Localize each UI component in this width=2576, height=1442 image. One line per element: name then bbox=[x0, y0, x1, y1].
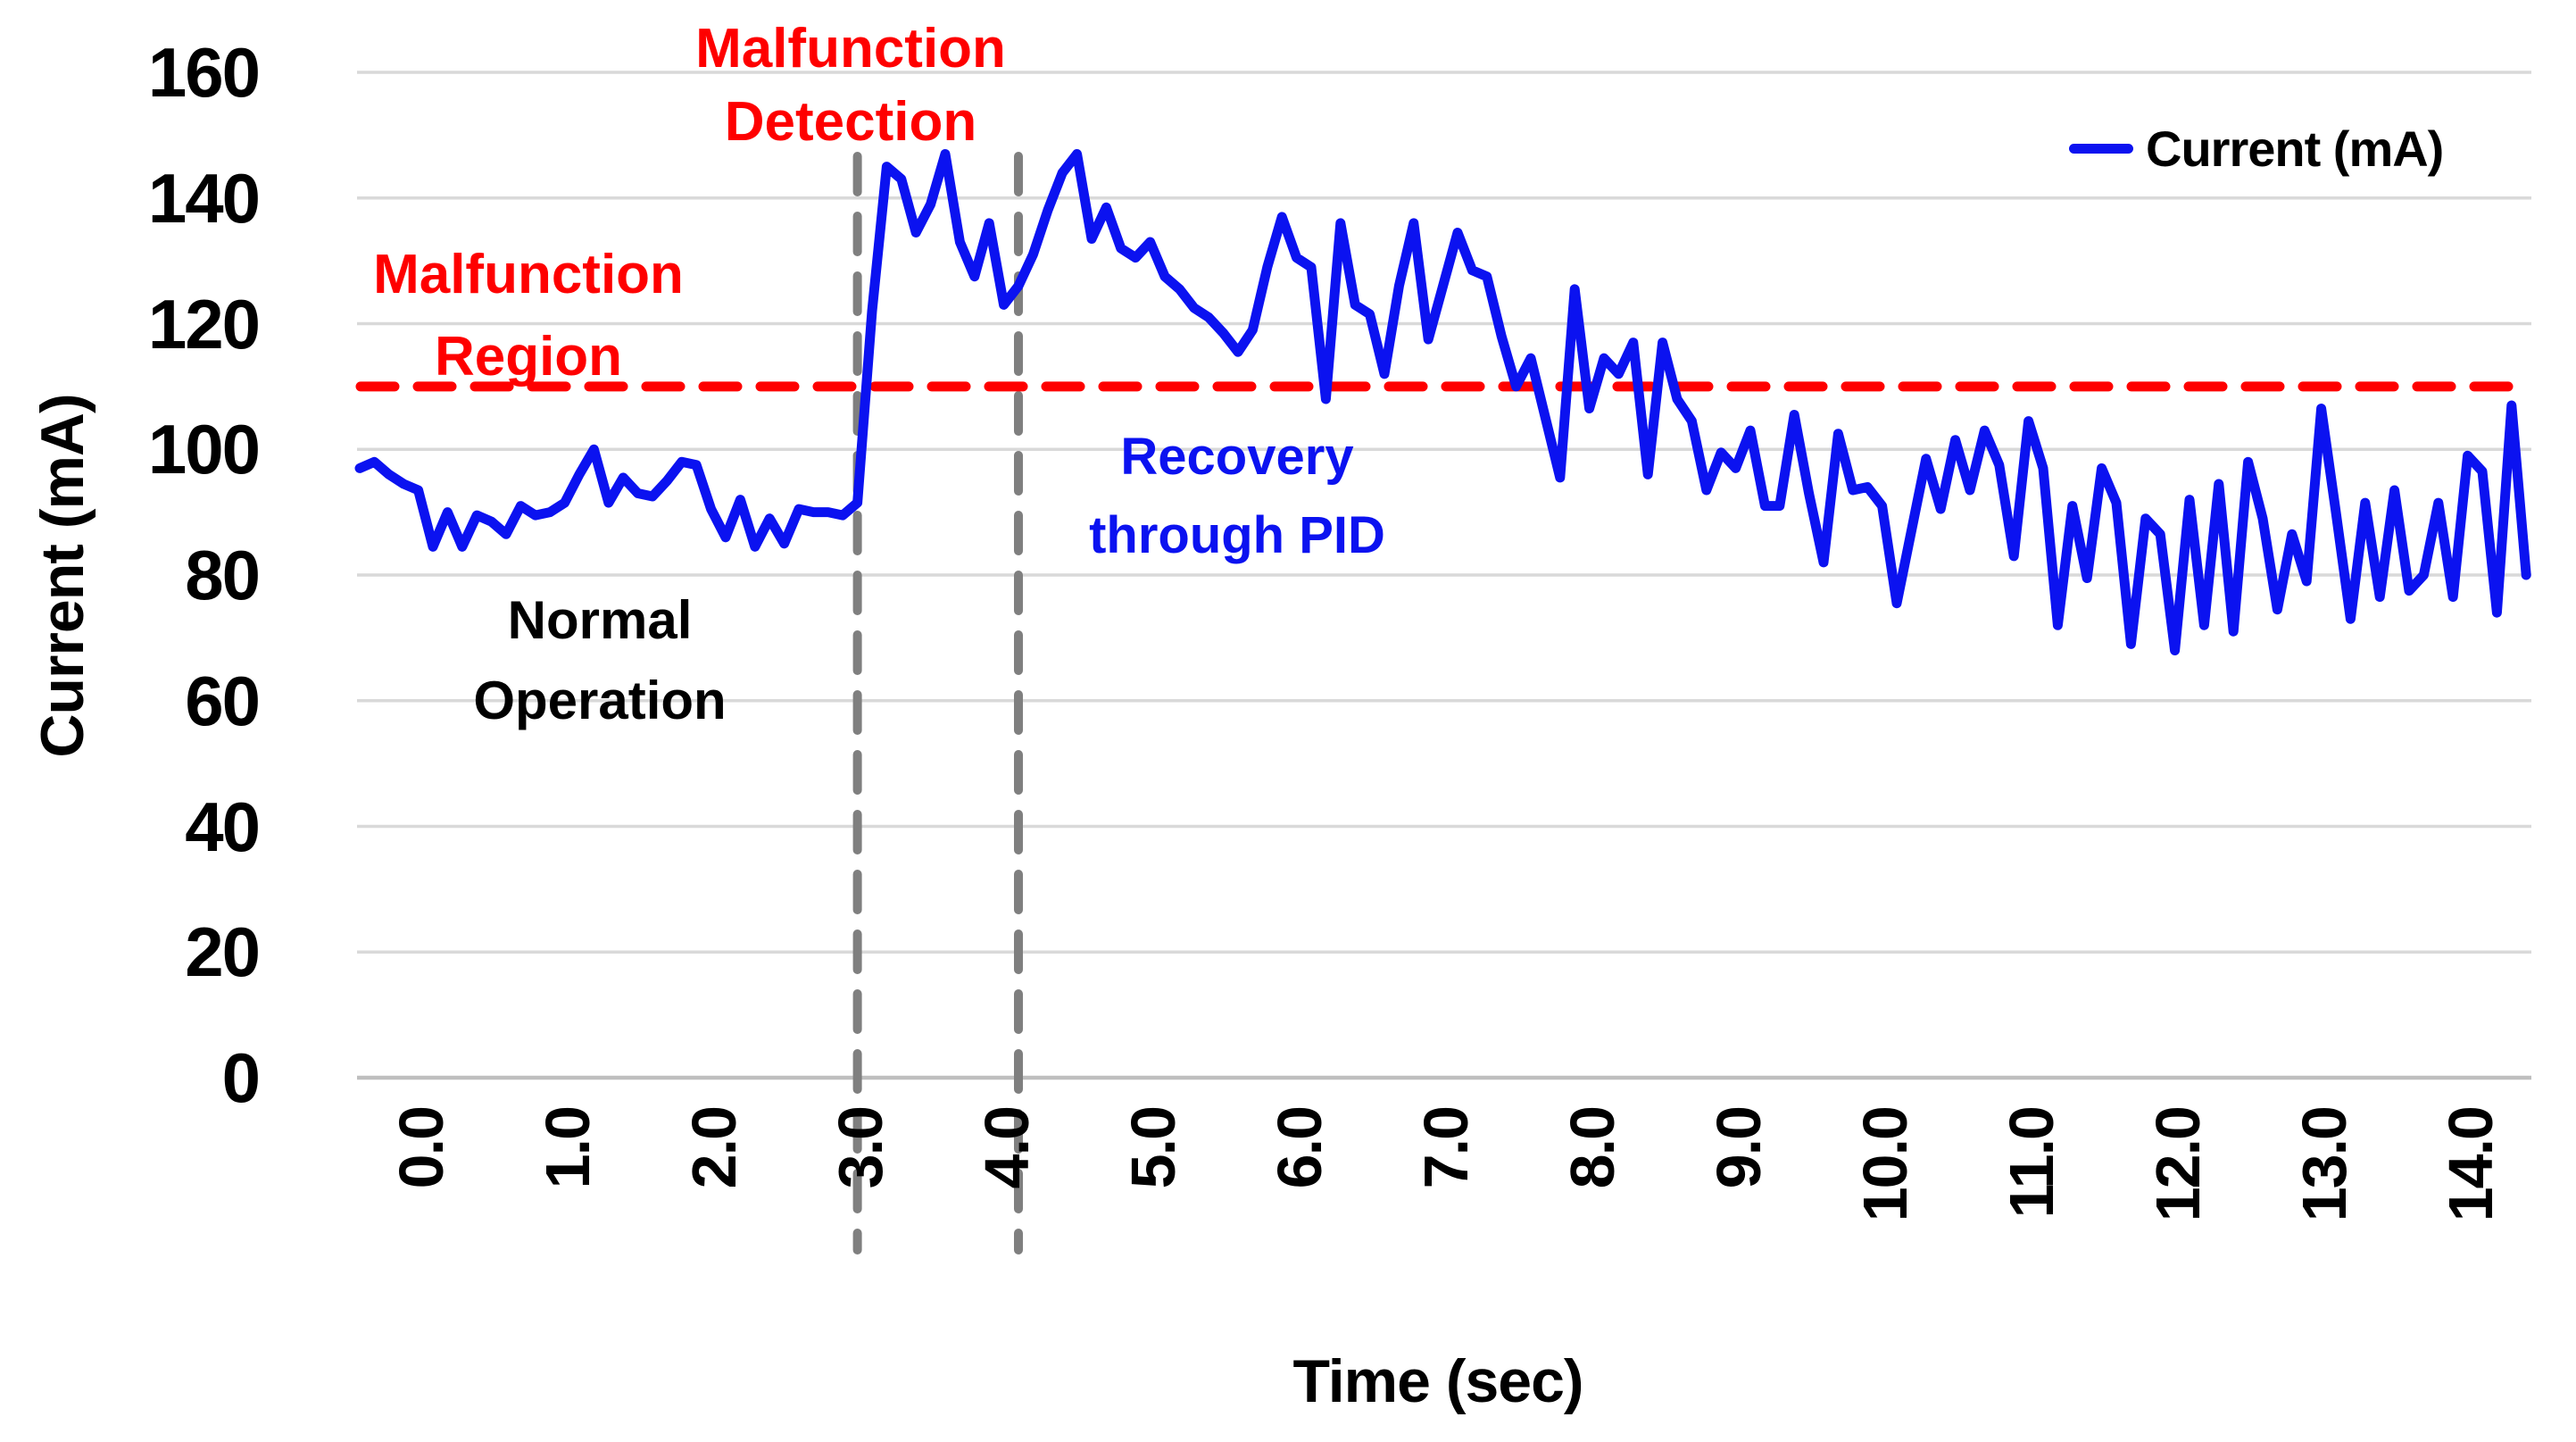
x-tick-label: 6.0 bbox=[1265, 1107, 1334, 1189]
annotation-line: Malfunction bbox=[373, 244, 684, 305]
y-tick-label: 100 bbox=[147, 410, 261, 489]
x-tick-label: 4.0 bbox=[972, 1107, 1042, 1189]
legend: Current (mA) bbox=[2069, 113, 2444, 184]
y-axis-title-text: Current (mA) bbox=[29, 394, 96, 758]
x-tick-label: 5.0 bbox=[1118, 1107, 1188, 1189]
annotation-malfunction-region: Malfunction Region bbox=[243, 234, 814, 398]
legend-line-swatch bbox=[2069, 143, 2133, 154]
annotation-line: Region bbox=[434, 326, 623, 388]
legend-label: Current (mA) bbox=[2146, 120, 2444, 177]
x-tick-label: 7.0 bbox=[1411, 1107, 1481, 1189]
y-tick-label: 120 bbox=[147, 284, 261, 363]
x-tick-label: 10.0 bbox=[1850, 1107, 1920, 1222]
annotation-line: Operation bbox=[473, 671, 727, 730]
x-tick-label: 11.0 bbox=[1997, 1107, 2066, 1219]
x-tick-label: 1.0 bbox=[533, 1107, 602, 1189]
x-tick-label: 2.0 bbox=[679, 1107, 749, 1189]
annotation-recovery-through-pid: Recovery through PID bbox=[916, 418, 1558, 575]
x-tick-label: 9.0 bbox=[1704, 1107, 1774, 1189]
annotation-line: Detection bbox=[724, 91, 977, 153]
annotation-line: Normal bbox=[507, 590, 693, 650]
x-tick-label: 12.0 bbox=[2143, 1107, 2213, 1222]
x-tick-label: 13.0 bbox=[2289, 1107, 2359, 1222]
annotation-line: through PID bbox=[1089, 506, 1385, 564]
y-tick-label: 40 bbox=[185, 787, 261, 866]
y-tick-label: 160 bbox=[147, 33, 261, 112]
x-tick-label: 0.0 bbox=[386, 1107, 456, 1189]
y-tick-label: 60 bbox=[185, 661, 261, 740]
y-tick-label: 20 bbox=[185, 913, 261, 992]
annotation-line: Malfunction bbox=[695, 18, 1006, 79]
y-tick-label: 80 bbox=[185, 536, 261, 614]
x-tick-label: 14.0 bbox=[2436, 1107, 2505, 1222]
x-tick-label: 3.0 bbox=[826, 1107, 895, 1189]
y-tick-label: 0 bbox=[221, 1038, 261, 1117]
annotation-line: Recovery bbox=[1120, 428, 1354, 486]
y-tick-label: 140 bbox=[147, 158, 261, 238]
current-series-line bbox=[354, 149, 2531, 655]
annotation-malfunction-detection: Malfunction Detection bbox=[565, 13, 1136, 159]
annotation-normal-operation: Normal Operation bbox=[314, 580, 885, 741]
x-tick-label: 8.0 bbox=[1558, 1107, 1627, 1189]
x-axis-title: Time (sec) bbox=[1292, 1347, 1583, 1415]
